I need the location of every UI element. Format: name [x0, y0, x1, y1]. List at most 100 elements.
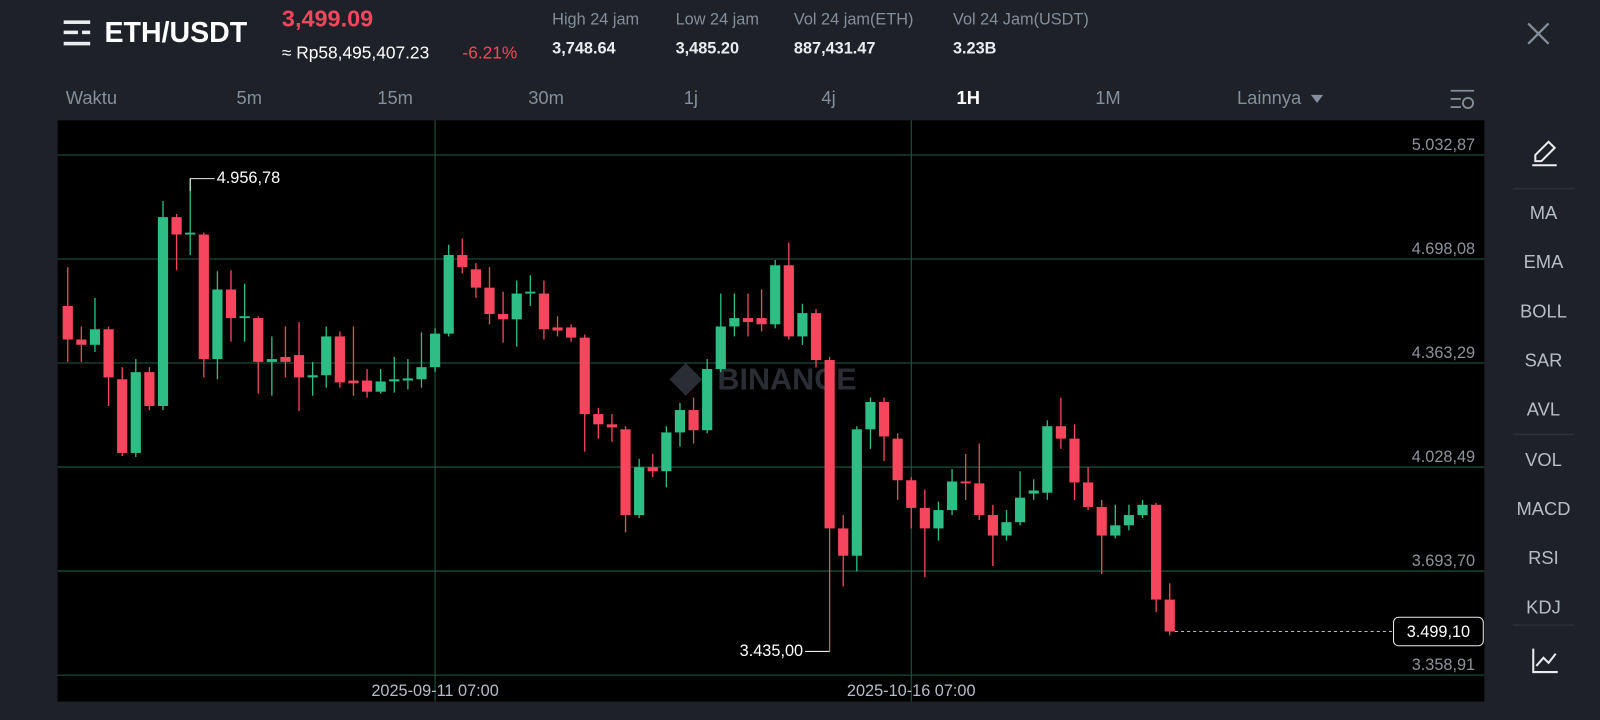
last-price-label: 3.499,10 [1407, 623, 1470, 641]
candle-body [416, 367, 427, 380]
candle-body [579, 337, 590, 415]
candle-body [946, 481, 958, 511]
x-tick-label: 2025-09-11 07:00 [371, 682, 498, 700]
candle-body [960, 481, 971, 484]
indicator[interactable]: MACD [1516, 498, 1570, 519]
candle-body [538, 293, 550, 330]
separators [1512, 187, 1575, 626]
settings-icon[interactable] [1450, 89, 1475, 110]
candle-body [429, 333, 441, 368]
price: 3,499.09 [282, 6, 373, 32]
interval-tab[interactable]: 30m [528, 87, 564, 108]
candle-body [1028, 490, 1039, 494]
candle-body [1014, 497, 1026, 523]
candle-body [783, 265, 794, 337]
indicator[interactable]: KDJ [1526, 596, 1561, 617]
interval-tab[interactable]: 15m [377, 87, 413, 108]
candle-body [634, 467, 645, 516]
stat-value: 3.23B [953, 39, 997, 57]
indicator[interactable]: AVL [1527, 399, 1560, 420]
candle-body [824, 360, 835, 529]
candle-body [103, 329, 114, 378]
candle-body [117, 379, 128, 453]
indicator[interactable]: EMA [1524, 251, 1565, 272]
candle-body [865, 401, 876, 430]
indicator[interactable]: RSI [1528, 547, 1559, 568]
chart-type-icon[interactable] [1532, 648, 1558, 674]
interval-tab[interactable]: 1j [684, 87, 698, 108]
candle-body [144, 372, 155, 407]
candle-body [756, 318, 767, 325]
candle-body [171, 217, 182, 235]
interval-tab[interactable]: 4j [821, 87, 835, 108]
interval-tab[interactable]: 1M [1095, 87, 1120, 108]
candle-body [348, 380, 359, 384]
candle-body [838, 528, 849, 556]
candle-body [770, 265, 781, 325]
candle-body [321, 336, 332, 376]
pair: ETH/USDT [104, 17, 247, 49]
candle-body [933, 510, 944, 529]
candle-body [1001, 522, 1012, 536]
candle-body [185, 232, 196, 235]
candle-body [1055, 426, 1066, 439]
candle-body [389, 379, 400, 382]
candle-body [1123, 515, 1135, 526]
close-icon[interactable] [1527, 22, 1550, 45]
candle-body [253, 318, 264, 362]
candle-body [552, 327, 563, 331]
candle-body [157, 217, 169, 407]
interval-tab[interactable]: Lainnya [1237, 87, 1302, 108]
indicator-list: MA EMA BOLL SAR AVL VOL MACD RSI KDJ [1516, 202, 1570, 617]
candle-body [280, 356, 291, 362]
interval-tab[interactable]: 5m [237, 87, 262, 108]
high-pointer [189, 178, 215, 191]
draw-icon[interactable] [1532, 140, 1557, 167]
price-idr: ≈ Rp58,495,407.23 [282, 43, 429, 63]
candle-body [974, 483, 985, 516]
candle-body [919, 507, 930, 529]
low-label: 3.435,00 [740, 642, 803, 660]
x-tick-label: 2025-10-16 07:00 [847, 682, 976, 700]
stat-value: 887,431.47 [794, 39, 876, 57]
indicator[interactable]: VOL [1525, 449, 1562, 470]
candle-body [1069, 438, 1080, 483]
candle-body [89, 329, 101, 345]
interval-tab[interactable]: 1H [957, 87, 980, 108]
candle-body [375, 381, 386, 392]
candle-body [1151, 504, 1162, 600]
stat-value: 3,748.64 [552, 39, 615, 57]
y-tick-label: 3.358,91 [1412, 656, 1475, 674]
chart-area [57, 120, 1485, 702]
candle-body [525, 291, 536, 294]
stat-value: 3,485.20 [676, 39, 739, 57]
candle-body [443, 255, 454, 334]
menu-icon[interactable] [63, 20, 91, 46]
watermark: BINANCE [717, 362, 856, 396]
y-tick-label: 5.032,87 [1412, 136, 1475, 154]
candle-body [225, 289, 237, 319]
candle-body [715, 326, 726, 370]
stat-label: Vol 24 Jam(USDT) [953, 11, 1089, 29]
indicator[interactable]: MA [1530, 202, 1558, 223]
candle-body [674, 410, 686, 433]
candle-body [892, 438, 903, 481]
candle-body [661, 432, 672, 472]
candle-body [851, 429, 862, 556]
candle-body [293, 355, 305, 378]
candle-body [212, 289, 223, 360]
indicator[interactable]: BOLL [1520, 300, 1567, 321]
indicator[interactable]: SAR [1525, 349, 1563, 370]
candle-body [239, 316, 250, 319]
candle-body [402, 378, 413, 381]
candle-body [1137, 504, 1148, 516]
candle-body [334, 336, 345, 383]
candle-body [266, 359, 277, 362]
candles [62, 178, 1175, 652]
candle-body [511, 293, 522, 320]
candle-body [647, 467, 658, 472]
candle-body [987, 515, 998, 536]
interval-tab[interactable]: Waktu [66, 87, 117, 108]
candle-body [1096, 506, 1107, 536]
